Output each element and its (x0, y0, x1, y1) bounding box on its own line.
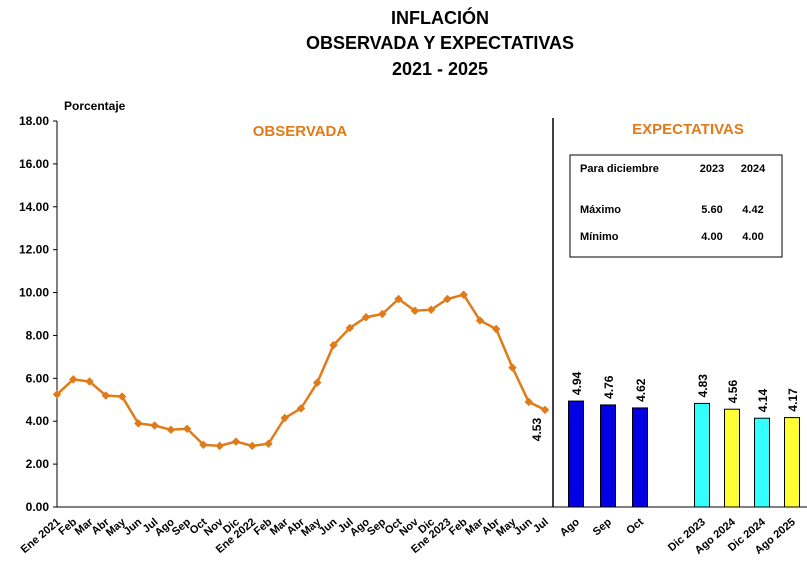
point (426, 305, 436, 314)
table-cell: 4.00 (701, 231, 722, 243)
data-label: 4.53 (530, 418, 544, 442)
point (231, 437, 241, 446)
point (85, 377, 94, 386)
table-header: 2023 (700, 163, 724, 175)
x-tick-label: Oct (624, 516, 646, 537)
bar (568, 400, 584, 508)
point (296, 404, 306, 413)
table-cell: Máximo (580, 204, 621, 216)
bar (632, 407, 648, 508)
point (134, 419, 143, 428)
table-box (569, 154, 783, 258)
chart-title: 2021 - 2025 (392, 59, 488, 79)
point (524, 397, 533, 407)
data-label: 4.83 (696, 374, 710, 398)
y-tick-label: 14.00 (19, 200, 49, 214)
bar (694, 402, 710, 508)
y-tick-label: 2.00 (26, 457, 50, 471)
chart-title: OBSERVADA Y EXPECTATIVAS (306, 33, 574, 53)
bar (754, 417, 770, 508)
y-tick-label: 18.00 (19, 114, 49, 128)
point (508, 363, 517, 372)
y-tick-label: 10.00 (19, 286, 49, 300)
data-label: 4.94 (570, 371, 584, 395)
point (313, 378, 322, 387)
y-axis-label: Porcentaje (64, 99, 126, 113)
table-header: Para diciembre (580, 163, 659, 175)
bar (600, 404, 616, 508)
table-header: 2024 (741, 163, 766, 175)
point (329, 340, 338, 350)
point (345, 323, 355, 333)
table-cell: 4.00 (742, 231, 763, 243)
data-label: 4.62 (634, 378, 648, 402)
point (215, 441, 224, 451)
point (459, 290, 468, 299)
table-cell: 5.60 (701, 204, 722, 216)
section-title: OBSERVADA (253, 123, 348, 140)
y-tick-label: 6.00 (26, 371, 50, 385)
y-tick-label: 16.00 (19, 157, 49, 171)
x-tick-label: Ene 2021 (19, 516, 63, 556)
chart-title: INFLACIÓN (391, 7, 489, 28)
section-title: EXPECTATIVAS (632, 121, 744, 138)
point (52, 390, 62, 399)
point (410, 306, 420, 316)
y-tick-label: 8.00 (26, 328, 50, 342)
table-cell: Mínimo (580, 231, 619, 243)
y-tick-label: 0.00 (26, 500, 50, 514)
y-tick-label: 12.00 (19, 243, 49, 257)
x-tick-label: Sep (591, 516, 614, 538)
bar (784, 417, 800, 508)
point (247, 441, 257, 451)
data-label: 4.14 (756, 389, 770, 413)
point (182, 424, 192, 433)
point (491, 324, 501, 334)
data-label: 4.17 (786, 388, 800, 412)
point (378, 309, 387, 319)
point (475, 316, 485, 325)
point (394, 294, 403, 304)
table-cell: 4.42 (742, 204, 763, 216)
x-tick-label: Jul (531, 516, 551, 535)
line (56, 293, 546, 448)
point (117, 392, 127, 401)
point (361, 312, 371, 322)
data-label: 4.56 (726, 380, 740, 404)
point (280, 413, 289, 423)
y-tick-label: 4.00 (26, 414, 50, 428)
data-label: 4.76 (602, 375, 616, 399)
point (443, 294, 452, 304)
point (199, 440, 208, 450)
x-tick-label: Ago (558, 516, 582, 539)
bar (724, 408, 740, 508)
point (166, 425, 176, 435)
point (264, 439, 273, 448)
point (69, 375, 78, 384)
point (150, 421, 159, 430)
point (540, 405, 550, 415)
point (101, 391, 111, 400)
